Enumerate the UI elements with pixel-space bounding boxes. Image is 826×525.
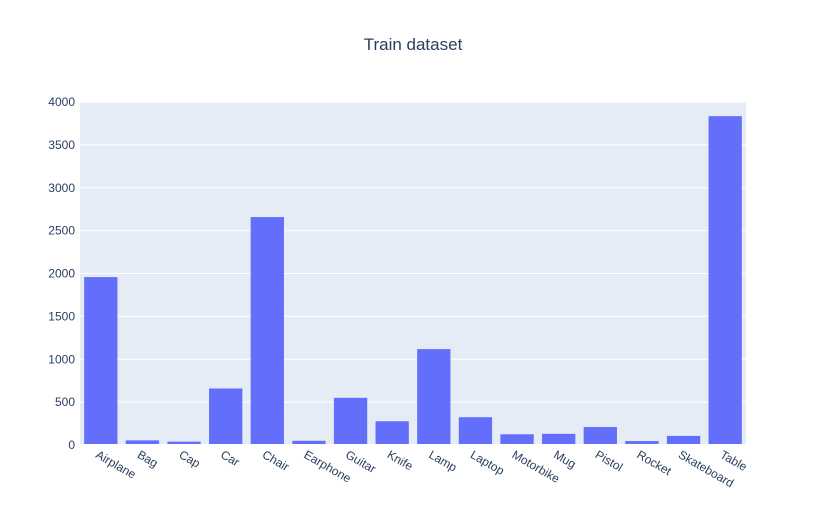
x-tick-label: Rocket (634, 447, 674, 478)
bar-guitar (333, 397, 368, 445)
bar-laptop (458, 417, 493, 445)
y-tick-label: 0 (68, 438, 75, 452)
x-tick-label: Bag (135, 447, 160, 470)
x-tick-label: Lamp (426, 447, 459, 474)
bar-earphone (292, 440, 326, 445)
bar-pistol (583, 427, 617, 445)
y-tick-label: 3000 (48, 181, 75, 195)
y-tick-label: 2000 (48, 267, 75, 281)
y-tick-label: 2500 (48, 224, 75, 238)
y-tick-label: 3500 (48, 138, 75, 152)
y-tick-label: 1500 (48, 309, 75, 323)
y-tick-label: 4000 (48, 95, 75, 109)
bar-rocket (625, 441, 659, 445)
y-tick-label: 1000 (48, 352, 75, 366)
bar-airplane (84, 277, 118, 445)
x-tick-label: Cap (177, 447, 203, 470)
bar-mug (542, 433, 576, 445)
plot-area: 0 500 1000 1500 2000 2500 3000 3500 4000 Airplane… (48, 95, 750, 490)
bar-table (708, 116, 742, 446)
bar-knife (375, 421, 409, 445)
x-tick-label: Mug (551, 447, 578, 471)
x-tick-label: Pistol (593, 447, 625, 474)
x-tick-label: Knife (385, 447, 416, 473)
bar-chair (250, 217, 284, 445)
bar-bag (125, 440, 160, 445)
bar-cap (167, 441, 201, 445)
bar-car (209, 388, 243, 445)
bar-skateboard (666, 435, 701, 445)
bar-motorbike (500, 434, 534, 445)
x-tick-label: Chair (260, 447, 292, 473)
bar-lamp (417, 349, 451, 445)
x-tick-label: Airplane (93, 447, 138, 481)
x-tick-label: Laptop (468, 447, 507, 478)
x-tick-label: Car (218, 447, 242, 469)
chart-title: Train dataset (364, 35, 463, 54)
y-tick-label: 500 (55, 395, 75, 409)
